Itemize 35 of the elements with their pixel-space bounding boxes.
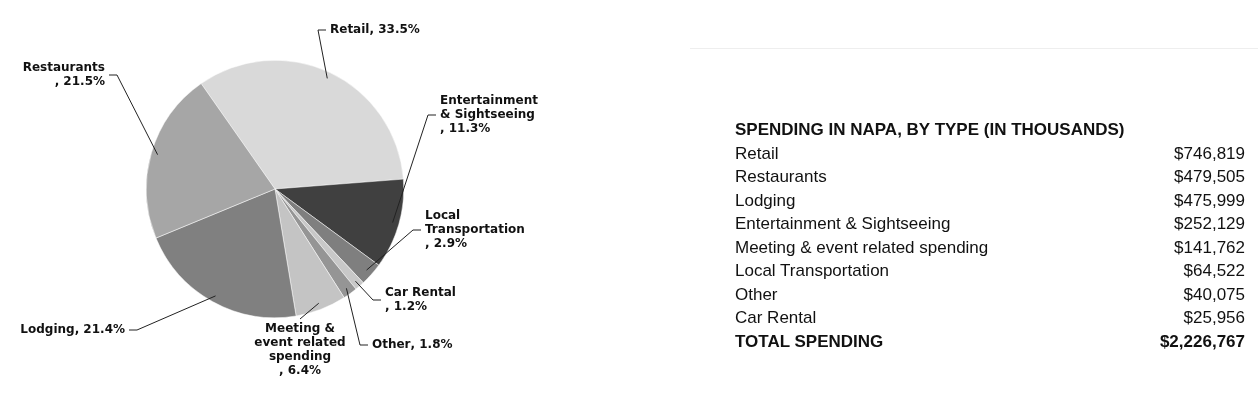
text: TOTAL SPENDING	[735, 330, 884, 353]
text: SPENDING IN NAPA, BY TYPE (IN THOUSANDS)	[735, 119, 1125, 141]
slice-label: Lodging	[20, 322, 75, 337]
slice-label: Car Rental	[385, 285, 456, 300]
slice-label: Meeting & event related spending	[254, 321, 346, 364]
data-label: , 21.4%	[74, 322, 126, 337]
category-label: Local Transportation	[735, 260, 890, 282]
text: $40,075	[1183, 284, 1245, 304]
category-label: Entertainment & Sightseeing	[735, 213, 951, 235]
text: $64,522	[1183, 261, 1245, 280]
data-label: , 1.8%	[410, 337, 453, 352]
category-label: Meeting & event related spending	[735, 236, 989, 259]
text: $252,129	[1174, 214, 1245, 233]
slice-label: Other	[372, 337, 411, 352]
category-label: Car Rental	[735, 307, 817, 329]
text: $479,505	[1174, 167, 1245, 186]
category-label: Retail	[735, 142, 779, 165]
data-label: , 33.5%	[369, 22, 420, 37]
slice-label: Local Transportation	[425, 208, 525, 237]
text: $475,999	[1174, 190, 1245, 210]
category-label: Restaurants	[735, 166, 827, 188]
text: $746,819	[1174, 143, 1245, 163]
slice-label: Restaurants	[22, 60, 106, 75]
text: $25,956	[1183, 308, 1245, 327]
data-label: , 6.4%	[278, 363, 322, 378]
data-label: , 1.2%	[385, 299, 428, 314]
data-label: , 11.3%	[440, 121, 491, 136]
data-label: , 2.9%	[425, 236, 468, 251]
text: $2,226,767	[1159, 331, 1245, 351]
category-label: Lodging	[735, 189, 796, 212]
slice-label: Entertainment & Sightseeing	[440, 93, 539, 122]
slice-label: Retail	[330, 22, 370, 37]
data-label: , 21.5%	[54, 74, 106, 89]
text: $141,762	[1174, 237, 1245, 257]
category-label: Other	[735, 283, 778, 306]
